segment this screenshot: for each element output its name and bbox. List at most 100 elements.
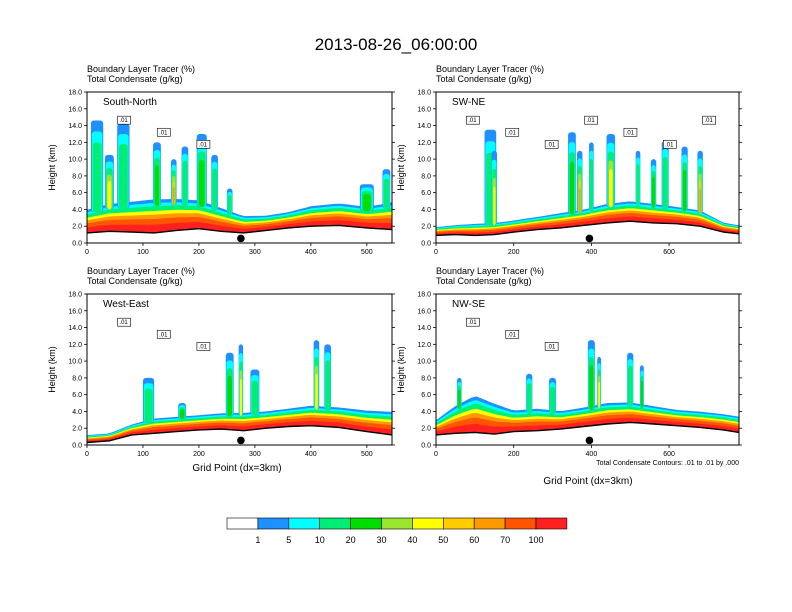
plume-3-layer-3 — [154, 165, 160, 206]
x-tick-label: 200 — [193, 249, 205, 256]
contour-label: .01 — [119, 320, 128, 326]
colorbar-label: 100 — [528, 535, 543, 545]
contour-label: .01 — [705, 118, 714, 124]
plume-5-layer-2 — [628, 365, 633, 407]
x-tick-label: 100 — [137, 249, 149, 256]
plume-4-layer-4 — [598, 381, 600, 409]
plume-3-layer-4 — [239, 378, 242, 417]
colorbar-swatch-4 — [350, 517, 382, 530]
plume-6-layer-3 — [198, 160, 205, 207]
y-tick-label: 12.0 — [417, 342, 431, 349]
plot-area — [87, 340, 392, 445]
panel-frame — [435, 293, 740, 446]
panel-frame — [86, 91, 393, 244]
x-tick-label: 300 — [249, 249, 261, 256]
x-tick-label: 0 — [85, 249, 89, 256]
panel-3: .01 .01 .01 0.0 2.0 4.0 6.0 8.0 10.0 12.0 14.0 16.0… — [47, 266, 395, 458]
y-tick-label: 2.0 — [72, 224, 82, 231]
colorbar-label: 20 — [346, 535, 356, 545]
terrain-line — [87, 224, 392, 234]
plume-6-layer-2 — [636, 164, 640, 207]
colorbar-swatch-2 — [288, 517, 320, 530]
plot-area — [87, 120, 392, 243]
y-tick-label: 8.0 — [421, 173, 431, 180]
y-tick-label: 8.0 — [72, 375, 82, 382]
plume-1-layer-4 — [493, 186, 496, 226]
x-tick-label: 100 — [137, 451, 149, 458]
contour-label-box — [156, 329, 171, 339]
colorbar-legend: 1 5 10 20 30 40 50 60 70 100 — [226, 517, 568, 545]
plume-0-layer-3 — [457, 389, 461, 410]
colorbar-label: 5 — [286, 535, 291, 545]
plume-8-layer-2 — [227, 194, 232, 216]
y-tick-label: 10.0 — [68, 359, 82, 366]
y-tick-label: 6.0 — [421, 190, 431, 197]
contour-label: .01 — [626, 130, 635, 136]
panels: .01 .01 .01 0.0 2.0 4.0 6.0 8.0 10.0 12.0 14.0 16.0… — [47, 64, 742, 458]
plume-2-layer-2 — [550, 386, 556, 415]
y-axis-title: Height (km) — [47, 144, 57, 191]
colorbar-label: 70 — [500, 535, 510, 545]
y-axis-title: Height (km) — [47, 346, 57, 393]
x-tick-label: 600 — [663, 249, 675, 256]
y-tick-label: 8.0 — [421, 375, 431, 382]
plume-10-layer-2 — [383, 178, 390, 209]
x-tick-label: 300 — [249, 451, 261, 458]
contour-label: .01 — [119, 118, 128, 124]
plume-3-layer-5 — [578, 188, 581, 214]
panel-header-tracer: Boundary Layer Tracer (%) — [87, 64, 195, 74]
y-tick-label: 0.0 — [72, 241, 82, 248]
plume-5-layer-4 — [315, 373, 318, 411]
colorbar-swatch-8 — [473, 517, 506, 530]
y-tick-label: 2.0 — [72, 426, 82, 433]
y-tick-label: 16.0 — [68, 106, 82, 113]
terrain-fill — [87, 225, 392, 243]
x-axis-title-right: Grid Point (dx=3km) — [543, 476, 632, 487]
colorbar-swatch-1 — [257, 517, 290, 530]
plume-10-layer-5 — [699, 188, 701, 214]
y-tick-label: 16.0 — [417, 106, 431, 113]
terrain-line — [436, 220, 739, 237]
y-tick-label: 18.0 — [68, 292, 82, 299]
panel-header-tracer: Boundary Layer Tracer (%) — [87, 266, 195, 276]
contour-label: .01 — [665, 142, 674, 148]
terrain-fill — [436, 422, 739, 445]
y-tick-label: 4.0 — [72, 409, 82, 416]
y-tick-label: 8.0 — [72, 173, 82, 180]
colorbar-swatch-0 — [226, 517, 259, 530]
contour-label-box — [466, 115, 480, 125]
x-axis-title-left: Grid Point (dx=3km) — [192, 463, 281, 474]
plume-2-layer-3 — [227, 375, 232, 417]
plume-4-layer-2 — [251, 380, 259, 416]
panel-1: .01 .01 .01 0.0 2.0 4.0 6.0 8.0 10.0 12.0 14.0 16.0… — [47, 64, 395, 256]
y-tick-label: 10.0 — [417, 157, 431, 164]
panel-header-condensate: Total Condensate (g/kg) — [436, 276, 532, 286]
site-marker — [237, 234, 245, 243]
contour-label: .01 — [468, 320, 477, 326]
x-tick-label: 600 — [663, 451, 675, 458]
plume-1-layer-2 — [527, 383, 532, 414]
y-tick-label: 18.0 — [417, 90, 431, 97]
y-tick-label: 16.0 — [417, 308, 431, 315]
y-tick-label: 14.0 — [417, 325, 431, 332]
plot-area — [436, 129, 739, 243]
contour-footnote: Total Condensate Contours: .01 to .01 by… — [596, 460, 739, 467]
colorbar-label: 1 — [255, 535, 260, 545]
panel-header-condensate: Total Condensate (g/kg) — [87, 276, 183, 286]
colorbar-swatch-6 — [412, 517, 444, 530]
y-tick-label: 14.0 — [68, 123, 82, 130]
y-tick-label: 16.0 — [68, 308, 82, 315]
panel-title: South-North — [103, 97, 157, 108]
y-tick-label: 2.0 — [421, 426, 431, 433]
site-marker — [585, 436, 594, 445]
y-tick-label: 6.0 — [72, 190, 82, 197]
contour-label: .01 — [508, 130, 517, 136]
contour-label-box — [584, 115, 598, 125]
y-tick-label: 0.0 — [421, 241, 431, 248]
panel-frame — [435, 91, 740, 244]
x-tick-label: 400 — [305, 249, 317, 256]
contour-label: .01 — [159, 332, 168, 338]
panel-frame — [86, 293, 393, 446]
x-tick-label: 400 — [586, 249, 598, 256]
